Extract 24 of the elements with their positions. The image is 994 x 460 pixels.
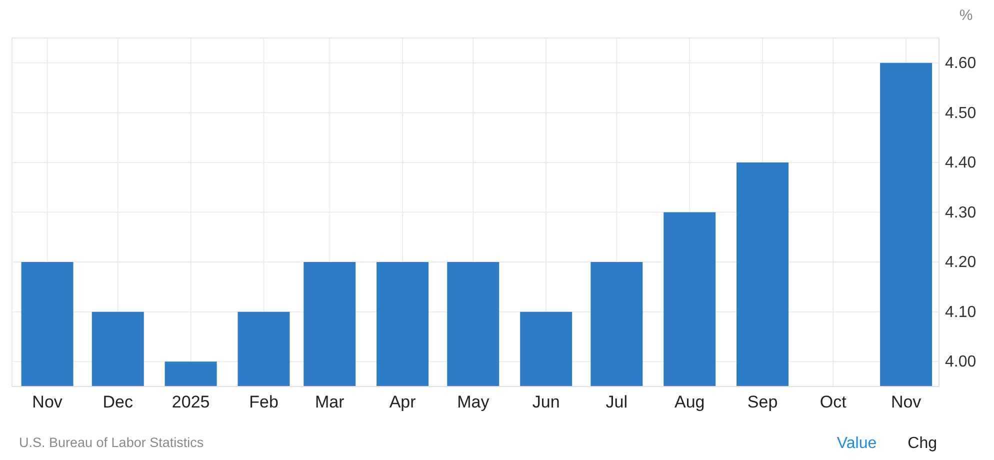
x-tick-label: Jun	[532, 392, 560, 412]
text: Chg	[908, 435, 937, 452]
x-tick-label: Nov	[32, 392, 63, 412]
x-tick-label: Jul	[606, 392, 628, 412]
x-tick-label: Apr	[389, 392, 416, 412]
x-tick-label: Sep	[747, 392, 778, 412]
x-tick-label: Nov	[890, 392, 922, 412]
x-tick-label: May	[457, 392, 490, 412]
y-tick-label: 4.50	[945, 104, 976, 122]
x-tick-label: Aug	[674, 392, 705, 412]
text: U.S. Bureau of Labor Statistics	[19, 435, 204, 450]
y-tick-label: 4.10	[945, 304, 976, 321]
y-tick-label: 4.40	[945, 154, 976, 172]
y-tick-label: 4.60	[945, 55, 976, 72]
y-tick-label: 4.30	[945, 204, 976, 222]
x-tick-label: Feb	[249, 392, 278, 412]
y-axis-title: %	[959, 7, 973, 24]
y-tick-label: 4.20	[945, 254, 976, 272]
x-tick-label: Dec	[102, 392, 134, 412]
text: Value	[836, 435, 877, 452]
x-tick-label: Mar	[314, 392, 345, 412]
x-tick-label: Oct	[820, 392, 847, 412]
x-tick-label: 2025	[172, 392, 210, 412]
y-tick-label: 4.00	[945, 354, 976, 371]
